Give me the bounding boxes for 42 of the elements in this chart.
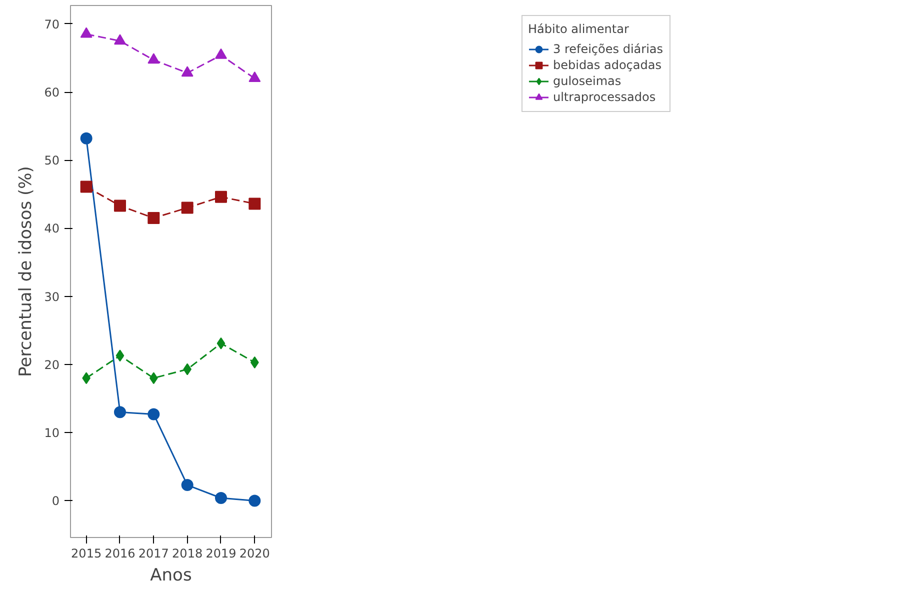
y-tick-label: 20 [44,358,60,372]
point [80,180,92,193]
point [181,202,194,214]
x-tick-label: 2019 [206,546,236,560]
point [80,132,92,144]
y-tick-label: 60 [44,86,60,100]
point [214,190,227,203]
x-axis-title: Anos [150,566,192,586]
point [114,200,126,212]
legend-label: 3 refeições diárias [552,41,664,57]
legend-title: Hábito alimentar [528,22,630,36]
x-tick-label: 2016 [104,546,136,560]
x-tick-label: 2018 [172,546,203,560]
point [148,408,160,420]
point [248,494,261,507]
point [148,212,160,224]
legend-label: bebidas adoçadas [552,57,662,73]
point [214,492,227,504]
point [80,27,92,38]
y-tick-label: 30 [44,290,60,304]
legend-label: ultraprocessados [552,89,656,105]
y-tick-label: 0 [52,494,60,508]
x-tick-label: 2015 [71,546,102,560]
point [181,66,194,77]
point [148,53,160,64]
point [181,479,194,492]
point [248,198,261,210]
legend-label: guloseimas [552,73,622,89]
y-axis-title: Percentual de idosos (%) [16,166,36,377]
y-tick-label: 10 [44,426,60,440]
point [149,372,158,384]
x-tick-label: 2020 [239,546,270,560]
y-tick-label: 40 [44,222,60,236]
point [248,72,261,82]
point [214,48,227,59]
point [114,406,126,418]
point [116,350,124,362]
point [216,337,226,350]
y-tick-label: 50 [44,154,60,168]
y-tick-label: 70 [44,17,60,32]
x-tick-label: 2017 [138,546,169,560]
point [114,34,126,45]
